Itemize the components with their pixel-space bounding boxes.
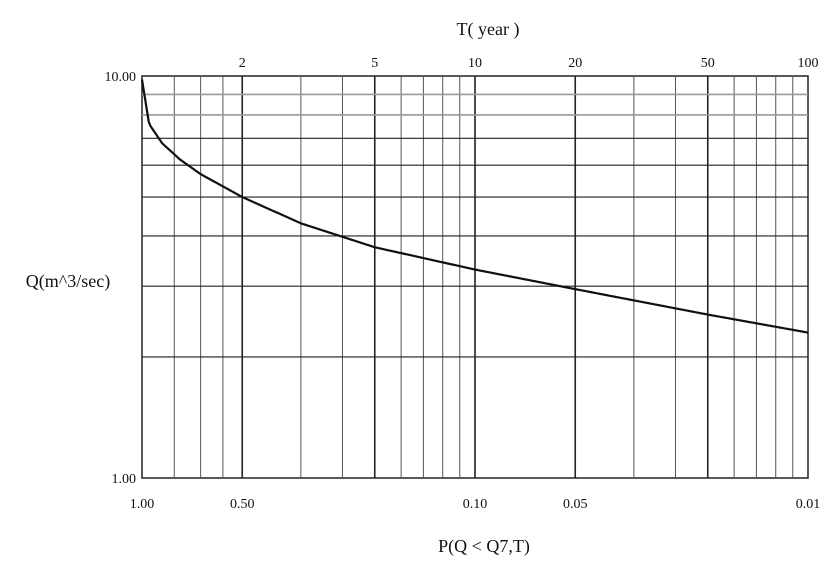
x-top-tick-label: 100	[798, 56, 819, 71]
x-bottom-tick-label: 0.50	[230, 497, 255, 512]
x-top-tick-label: 10	[468, 56, 482, 71]
series-curve	[140, 79, 809, 334]
x-bottom-tick-label: 1.00	[130, 497, 155, 512]
x-top-tick-label: 2	[239, 56, 246, 71]
x-top-tick-label: 20	[568, 56, 582, 71]
grid-layer	[141, 75, 809, 479]
x-bottom-tick-label: 0.10	[463, 497, 488, 512]
x-top-axis-title: T( year )	[457, 19, 520, 40]
y-tick-label: 10.00	[105, 70, 137, 85]
x-axis-title: P(Q < Q7,T)	[438, 536, 530, 557]
y-tick-label: 1.00	[112, 472, 137, 487]
x-top-tick-label: 5	[371, 56, 378, 71]
curve-layer	[140, 79, 809, 334]
x-bottom-tick-label: 0.01	[796, 497, 821, 512]
x-top-tick-label: 50	[701, 56, 715, 71]
x-bottom-tick-label: 0.05	[563, 497, 588, 512]
tick-layer: 2 5 10 20 50 100 1.00 0.50 0.10 0.05 0.01 10.00 1.00	[105, 56, 821, 512]
y-axis-title: Q(m^3/sec)	[26, 271, 110, 292]
